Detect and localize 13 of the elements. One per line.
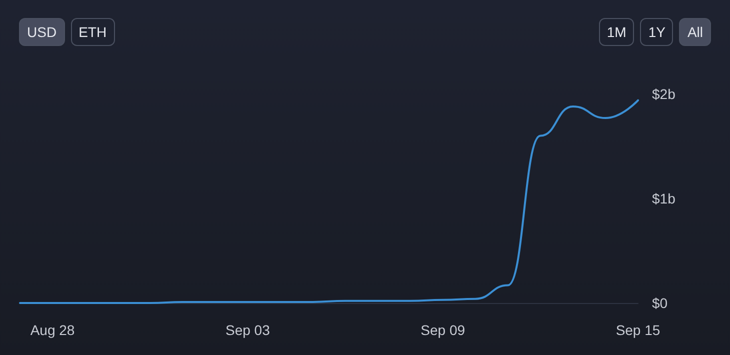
line-series [19,99,639,304]
text: 1Y [640,18,674,46]
x-tick-label: Sep 15 [616,322,660,338]
x-tick-label: Sep 03 [225,322,270,338]
x-tick-label: Aug 28 [30,322,75,338]
text: ETH [70,18,115,46]
y-tick-label: $0 [652,295,668,311]
text: All [679,18,711,46]
y-tick-label: $2b [652,86,676,102]
x-tick-label: Sep 09 [420,322,466,338]
y-tick-label: $1b [652,190,676,206]
text: 1M [598,18,634,46]
text: USD [19,18,65,46]
